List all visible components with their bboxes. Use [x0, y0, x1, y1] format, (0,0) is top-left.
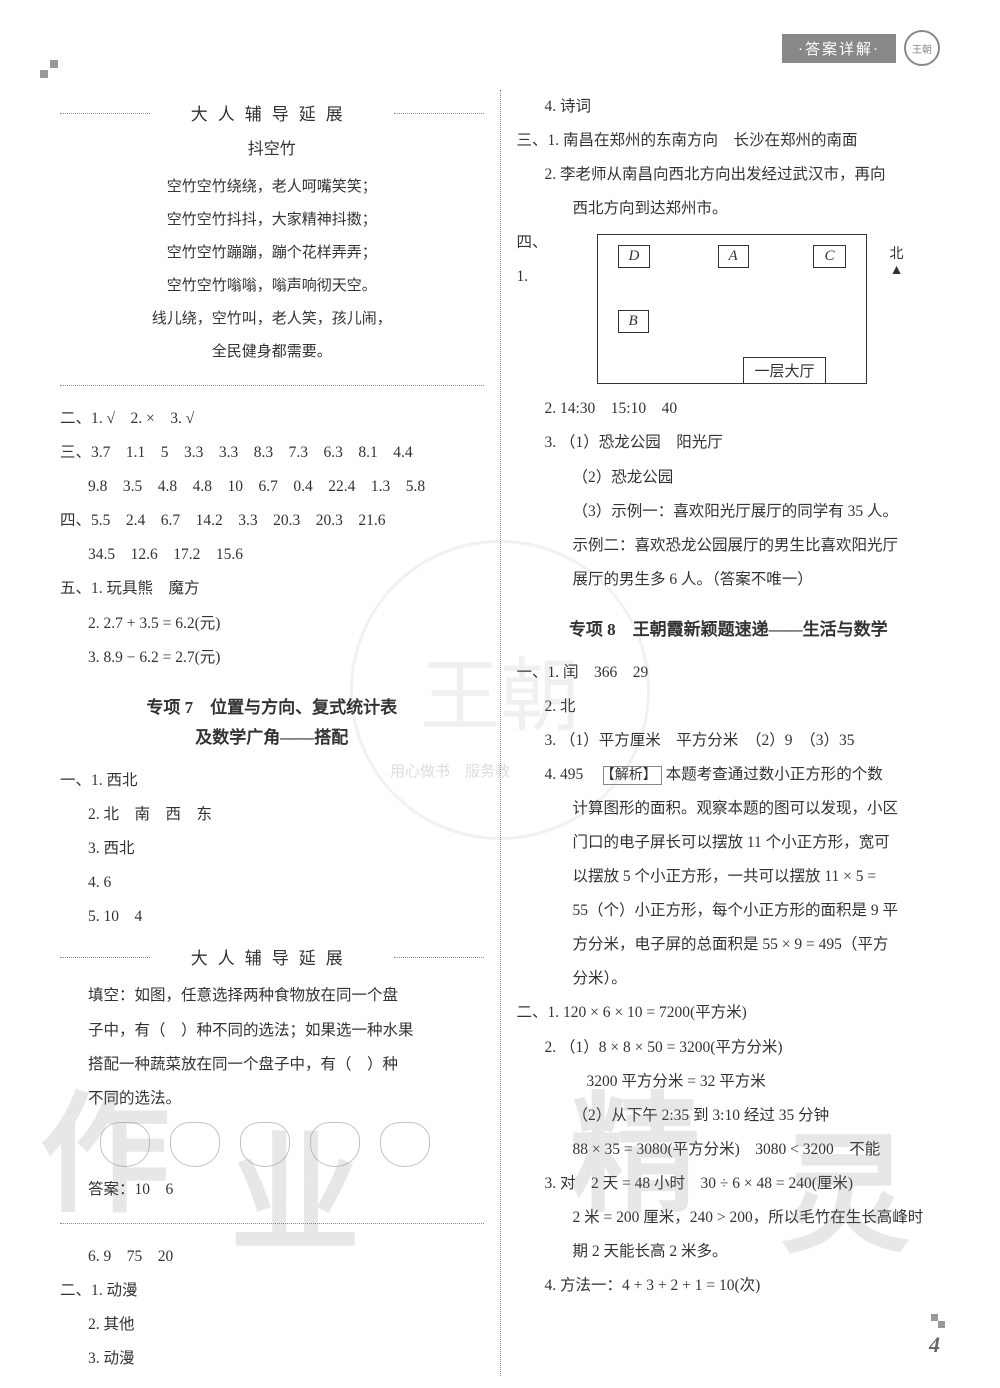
answer-line: 3. （1）平方厘米 平方分米 （2）9 （3）35 — [517, 724, 941, 758]
answer-line: 期 2 天能长高 2 米多。 — [517, 1235, 941, 1269]
header-badge: ·答案详解· 王朝 — [782, 30, 940, 66]
answer-line: 6. 9 75 20 — [60, 1240, 484, 1274]
tutor-text: 子中，有（ ）种不同的选法；如果选一种水果 — [60, 1014, 484, 1048]
main-content: 大人辅导延展 抖空竹 空竹空竹绕绕，老人呵嘴笑笑； 空竹空竹抖抖，大家精神抖擞；… — [50, 90, 950, 1376]
answer-line: 二、1. √ 2. × 3. √ — [60, 402, 484, 436]
poem-line: 空竹空竹嗡嗡，嗡声响彻天空。 — [60, 270, 484, 303]
tutor-text: 搭配一种蔬菜放在同一个盘子中，有（ ）种 — [60, 1048, 484, 1082]
answer-line: 2. （1）8 × 8 × 50 = 3200(平方分米) — [517, 1031, 941, 1065]
answer-line: 五、1. 玩具熊 魔方 — [60, 572, 484, 606]
answer-line: 3200 平方分米 = 32 平方米 — [517, 1065, 941, 1099]
room-d: D — [618, 245, 651, 268]
tutor-text: 不同的选法。 — [60, 1082, 484, 1116]
poem-title: 抖空竹 — [60, 135, 484, 159]
answer-line: 4. 6 — [60, 866, 484, 900]
answer-line: 三、1. 南昌在郑州的东南方向 长沙在郑州的南面 — [517, 124, 941, 158]
tutor-answer: 答案：10 6 — [60, 1173, 484, 1207]
answer-line: 4. 诗词 — [517, 90, 941, 124]
topic-8-title: 专项 8 王朝霞新颖题速递——生活与数学 — [517, 615, 941, 646]
answer-line: 88 × 35 = 3080(平方分米) 3080 < 3200 不能 — [517, 1133, 941, 1167]
right-column: 4. 诗词 三、1. 南昌在郑州的东南方向 长沙在郑州的南面 2. 李老师从南昌… — [507, 90, 951, 1376]
answer-line: 55（个）小正方形，每个小正方形的面积是 9 平 — [517, 894, 941, 928]
food-icon — [310, 1122, 360, 1167]
tutor-text: 填空：如图，任意选择两种食物放在同一个盘 — [60, 979, 484, 1013]
answer-line: 2. 14:30 15:10 40 — [517, 392, 941, 426]
answer-line: 2 米 = 200 厘米，240 > 200，所以毛竹在生长高峰时 — [517, 1201, 941, 1235]
answer-line: 9.8 3.5 4.8 4.8 10 6.7 0.4 22.4 1.3 5.8 — [60, 470, 484, 504]
north-indicator: 北 ▲ — [890, 243, 904, 279]
food-icon — [170, 1122, 220, 1167]
food-icon — [380, 1122, 430, 1167]
ans-4-val: 4. 495 — [545, 766, 599, 783]
answer-line: 2. 北 南 西 东 — [60, 798, 484, 832]
tutor-section-title-2: 大人辅导延展 — [60, 944, 484, 969]
answer-line: （3）示例一：喜欢阳光厅展厅的同学有 35 人。 — [517, 495, 941, 529]
room-c: C — [813, 245, 845, 268]
poem-line: 线儿绕，空竹叫，老人笑，孩儿闹， — [60, 303, 484, 336]
answer-line: 3. 8.9 − 6.2 = 2.7(元) — [60, 641, 484, 675]
answer-line: （2）恐龙公园 — [517, 461, 941, 495]
poem-line: 空竹空竹绕绕，老人呵嘴笑笑； — [60, 171, 484, 204]
answer-line: 以摆放 5 个小正方形，一共可以摆放 11 × 5 = — [517, 860, 941, 894]
poem-line: 空竹空竹抖抖，大家精神抖擞； — [60, 204, 484, 237]
topic-7-title-line2: 及数学广角——搭配 — [60, 723, 484, 754]
north-text: 北 — [890, 243, 904, 263]
hall-label: 一层大厅 — [743, 357, 825, 384]
room-b: B — [618, 310, 649, 333]
answer-line: 计算图形的面积。观察本题的图可以发现，小区 — [517, 792, 941, 826]
answer-line: 一、1. 西北 — [60, 764, 484, 798]
answer-line: 展厅的男生多 6 人。（答案不唯一） — [517, 563, 941, 597]
answer-line: 4. 方法一：4 + 3 + 2 + 1 = 10(次) — [517, 1269, 941, 1303]
answer-line: 3. （1）恐龙公园 阳光厅 — [517, 426, 941, 460]
north-arrow-icon: ▲ — [890, 263, 904, 279]
answer-line: 门口的电子屏长可以摆放 11 个小正方形，宽可 — [517, 826, 941, 860]
ans-4-text: 本题考查通过数小正方形的个数 — [666, 766, 883, 783]
food-icons-row — [60, 1122, 484, 1167]
diagram-row: 四、1. D A C B 一层大厅 北 ▲ — [517, 226, 941, 392]
topic-7-title: 专项 7 位置与方向、复式统计表 及数学广角——搭配 — [60, 693, 484, 754]
answer-line: 三、3.7 1.1 5 3.3 3.3 8.3 7.3 6.3 8.1 4.4 — [60, 436, 484, 470]
floor-diagram: D A C B 一层大厅 北 ▲ — [597, 234, 867, 384]
page-decoration — [931, 1314, 945, 1328]
separator — [60, 1223, 484, 1224]
answer-line: 示例二：喜欢恐龙公园展厅的男生比喜欢阳光厅 — [517, 529, 941, 563]
answer-line: 2. 李老师从南昌向西北方向出发经过武汉市，再向 — [517, 158, 941, 192]
separator — [60, 385, 484, 386]
answer-line: 3. 对 2 天 = 48 小时 30 ÷ 6 × 48 = 240(厘米) — [517, 1167, 941, 1201]
answer-line: 四、5.5 2.4 6.7 14.2 3.3 20.3 20.3 21.6 — [60, 504, 484, 538]
answer-line: 34.5 12.6 17.2 15.6 — [60, 538, 484, 572]
badge-text: ·答案详解· — [782, 34, 896, 63]
answer-line: 4. 495 【解析】本题考查通过数小正方形的个数 — [517, 758, 941, 792]
food-icon — [100, 1122, 150, 1167]
topic-7-title-line1: 专项 7 位置与方向、复式统计表 — [60, 693, 484, 724]
answer-line: （2）从下午 2:35 到 3:10 经过 35 分钟 — [517, 1099, 941, 1133]
food-icon — [240, 1122, 290, 1167]
answer-line: 分米）。 — [517, 962, 941, 996]
answer-line: 5. 10 4 — [60, 900, 484, 934]
answer-line: 3. 西北 — [60, 832, 484, 866]
section-4-label: 四、1. — [517, 226, 557, 294]
answer-line: 2. 2.7 + 3.5 = 6.2(元) — [60, 607, 484, 641]
badge-seal-icon: 王朝 — [904, 30, 940, 66]
answer-line: 3. 动漫 — [60, 1342, 484, 1376]
room-a: A — [718, 245, 749, 268]
answer-line: 2. 其他 — [60, 1308, 484, 1342]
answer-line: 二、1. 120 × 6 × 10 = 7200(平方米) — [517, 996, 941, 1030]
corner-decoration — [40, 60, 58, 78]
poem-line: 空竹空竹蹦蹦，蹦个花样弄弄； — [60, 237, 484, 270]
left-column: 大人辅导延展 抖空竹 空竹空竹绕绕，老人呵嘴笑笑； 空竹空竹抖抖，大家精神抖擞；… — [50, 90, 494, 1376]
answer-line: 二、1. 动漫 — [60, 1274, 484, 1308]
answer-line: 一、1. 闰 366 29 — [517, 656, 941, 690]
analysis-label: 【解析】 — [603, 766, 662, 785]
tutor-section-title-1: 大人辅导延展 — [60, 100, 484, 125]
poem-line: 全民健身都需要。 — [60, 336, 484, 369]
answer-line: 2. 北 — [517, 690, 941, 724]
answer-line: 西北方向到达郑州市。 — [517, 192, 941, 226]
answer-line: 方分米，电子屏的总面积是 55 × 9 = 495（平方 — [517, 928, 941, 962]
column-divider — [500, 90, 501, 1376]
page-number: 4 — [929, 1332, 940, 1358]
